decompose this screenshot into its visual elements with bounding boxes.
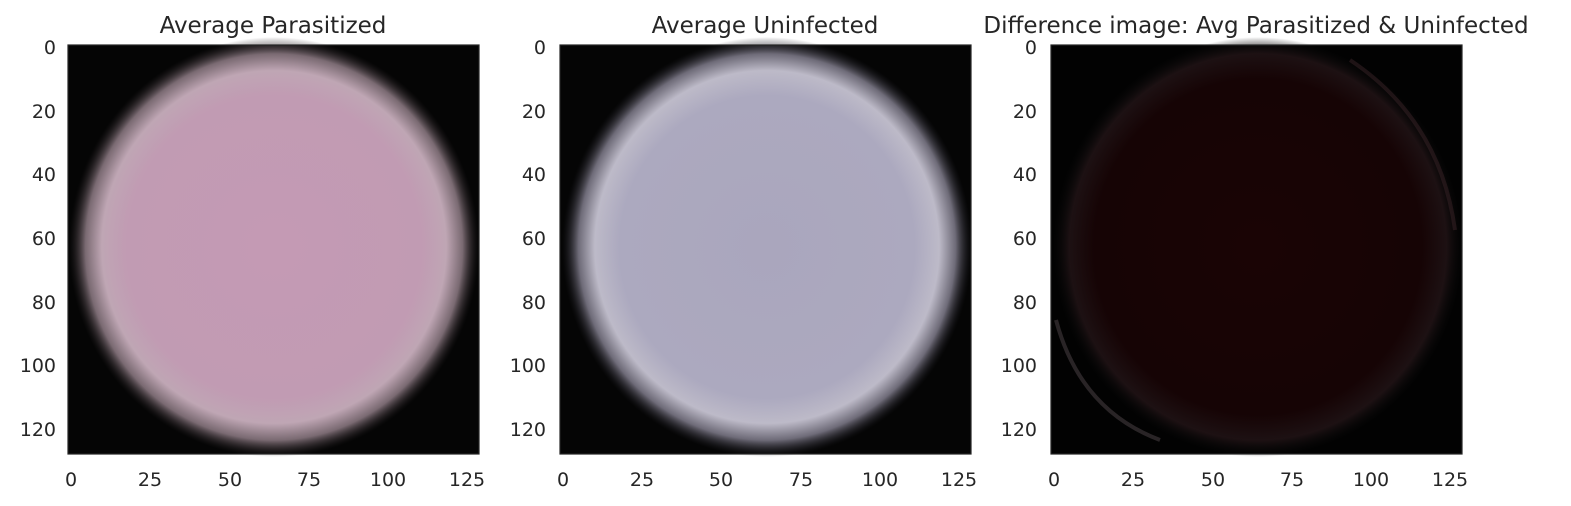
panel-1-xtick-label: 0 [65, 469, 77, 491]
panel-2-ytick-label: 20 [522, 101, 546, 123]
panel-1-title: Average Parasitized [160, 13, 387, 39]
panel-3-ytick-label: 20 [1013, 101, 1037, 123]
panel-2-yticks: 0 20 40 60 80 100 120 [510, 37, 546, 441]
panel-1-yticks: 0 20 40 60 80 100 120 [20, 37, 56, 441]
panel-3-xticks: 0 25 50 75 100 125 [1048, 469, 1468, 491]
panel-2-xtick-label: 25 [630, 469, 654, 491]
panel-2-xtick-label: 75 [789, 469, 813, 491]
panel-3-xtick-label: 125 [1432, 469, 1468, 491]
panel-2-xtick-label: 125 [941, 469, 977, 491]
panel-3-cell-image [1053, 37, 1463, 457]
panel-1-ytick-label: 40 [32, 164, 56, 186]
panel-2-ytick-label: 120 [510, 419, 546, 441]
panel-average-parasitized: Average Parasitized 0 25 50 75 100 125 0… [20, 13, 485, 491]
panel-2-ytick-label: 0 [534, 37, 546, 59]
panel-3-ytick-label: 40 [1013, 164, 1037, 186]
panel-average-uninfected: Average Uninfected 0 25 50 75 100 125 0 … [510, 13, 977, 491]
panel-3-edge-artifact [1054, 319, 1161, 442]
panel-3-ytick-label: 100 [1001, 355, 1037, 377]
panel-2-xtick-label: 50 [709, 469, 733, 491]
panel-1-frame [67, 44, 480, 455]
panel-2-cell-image [562, 37, 972, 457]
panel-3-xtick-label: 75 [1280, 469, 1304, 491]
panel-difference-image: Difference image: Avg Parasitized & Unin… [983, 13, 1528, 491]
panel-2-xticks: 0 25 50 75 100 125 [557, 469, 977, 491]
panel-3-xtick-label: 25 [1121, 469, 1145, 491]
panel-1-ytick-label: 60 [32, 228, 56, 250]
panel-3-xtick-label: 50 [1201, 469, 1225, 491]
panel-1-cell-image [69, 37, 479, 457]
panel-2-title: Average Uninfected [652, 13, 879, 39]
panel-1-xticks: 0 25 50 75 100 125 [65, 469, 485, 491]
panel-1-xtick-label: 50 [218, 469, 242, 491]
panel-1-ytick-label: 100 [20, 355, 56, 377]
panel-3-ytick-label: 60 [1013, 228, 1037, 250]
panel-1-xtick-label: 25 [138, 469, 162, 491]
panel-2-xtick-label: 100 [862, 469, 898, 491]
panel-2-ytick-label: 80 [522, 292, 546, 314]
panel-3-ytick-label: 0 [1025, 37, 1037, 59]
panel-1-ytick-label: 120 [20, 419, 56, 441]
panel-1-ytick-label: 20 [32, 101, 56, 123]
panel-3-xtick-label: 100 [1353, 469, 1389, 491]
panel-2-ytick-label: 100 [510, 355, 546, 377]
panel-1-xtick-label: 75 [297, 469, 321, 491]
panel-3-yticks: 0 20 40 60 80 100 120 [1001, 37, 1037, 441]
panel-2-xtick-label: 0 [557, 469, 569, 491]
panel-3-frame [1050, 44, 1463, 455]
panel-3-ytick-label: 80 [1013, 292, 1037, 314]
panel-1-xtick-label: 100 [370, 469, 406, 491]
panel-2-ytick-label: 40 [522, 164, 546, 186]
panel-1-xtick-label: 125 [449, 469, 485, 491]
panel-2-ytick-label: 60 [522, 228, 546, 250]
panel-3-xtick-label: 0 [1048, 469, 1060, 491]
panel-3-title: Difference image: Avg Parasitized & Unin… [983, 13, 1528, 39]
panel-3-edge-artifact [1348, 58, 1457, 231]
panel-3-ytick-label: 120 [1001, 419, 1037, 441]
panel-2-frame [559, 44, 972, 455]
panel-1-ytick-label: 0 [44, 37, 56, 59]
panel-1-ytick-label: 80 [32, 292, 56, 314]
